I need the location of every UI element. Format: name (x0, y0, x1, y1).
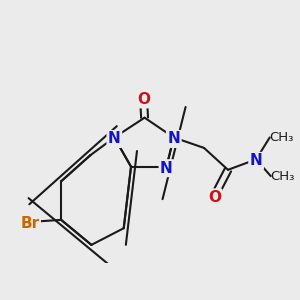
Text: Br: Br (20, 216, 40, 231)
Text: O: O (208, 190, 221, 205)
Text: O: O (137, 92, 150, 107)
Text: N: N (167, 131, 180, 146)
Text: N: N (160, 161, 173, 176)
Text: CH₃: CH₃ (270, 131, 294, 144)
Text: N: N (108, 131, 121, 146)
Text: N: N (250, 153, 262, 168)
Text: CH₃: CH₃ (271, 169, 295, 183)
